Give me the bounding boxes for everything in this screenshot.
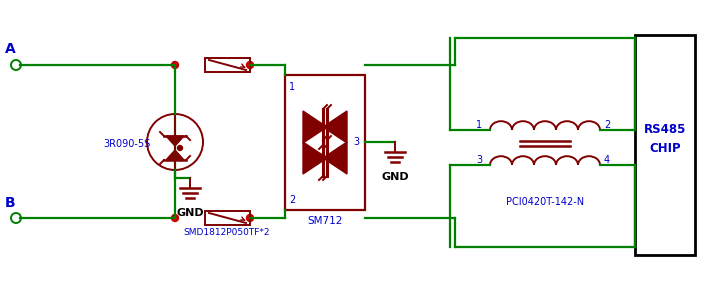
Circle shape: [172, 215, 178, 221]
Polygon shape: [303, 142, 327, 174]
Bar: [205, 58, 250, 72]
Text: 3: 3: [353, 137, 359, 147]
Text: 3R090-5S: 3R090-5S: [103, 139, 151, 149]
Text: 3: 3: [476, 155, 482, 165]
Text: SMD1812P050TF*2: SMD1812P050TF*2: [184, 228, 270, 237]
Polygon shape: [166, 150, 184, 160]
Text: 2: 2: [289, 195, 296, 205]
Text: A: A: [5, 42, 16, 56]
Polygon shape: [303, 111, 327, 143]
Text: SM712: SM712: [308, 216, 343, 226]
Circle shape: [172, 62, 178, 68]
Text: B: B: [5, 196, 16, 210]
Text: PCI0420T-142-N: PCI0420T-142-N: [506, 197, 584, 207]
Polygon shape: [323, 142, 347, 174]
Text: RS485
CHIP: RS485 CHIP: [644, 123, 686, 155]
Bar: [205, 211, 250, 225]
Polygon shape: [166, 136, 184, 146]
Polygon shape: [323, 111, 347, 143]
Bar: [285, 75, 365, 210]
Text: 1: 1: [476, 120, 482, 130]
Text: GND: GND: [176, 208, 204, 218]
Text: GND: GND: [381, 172, 409, 182]
Circle shape: [177, 146, 182, 150]
Text: 2: 2: [604, 120, 610, 130]
Bar: [635, 35, 695, 255]
Text: 1: 1: [289, 82, 295, 92]
Text: 4: 4: [604, 155, 610, 165]
Circle shape: [247, 215, 254, 221]
Circle shape: [247, 62, 254, 68]
